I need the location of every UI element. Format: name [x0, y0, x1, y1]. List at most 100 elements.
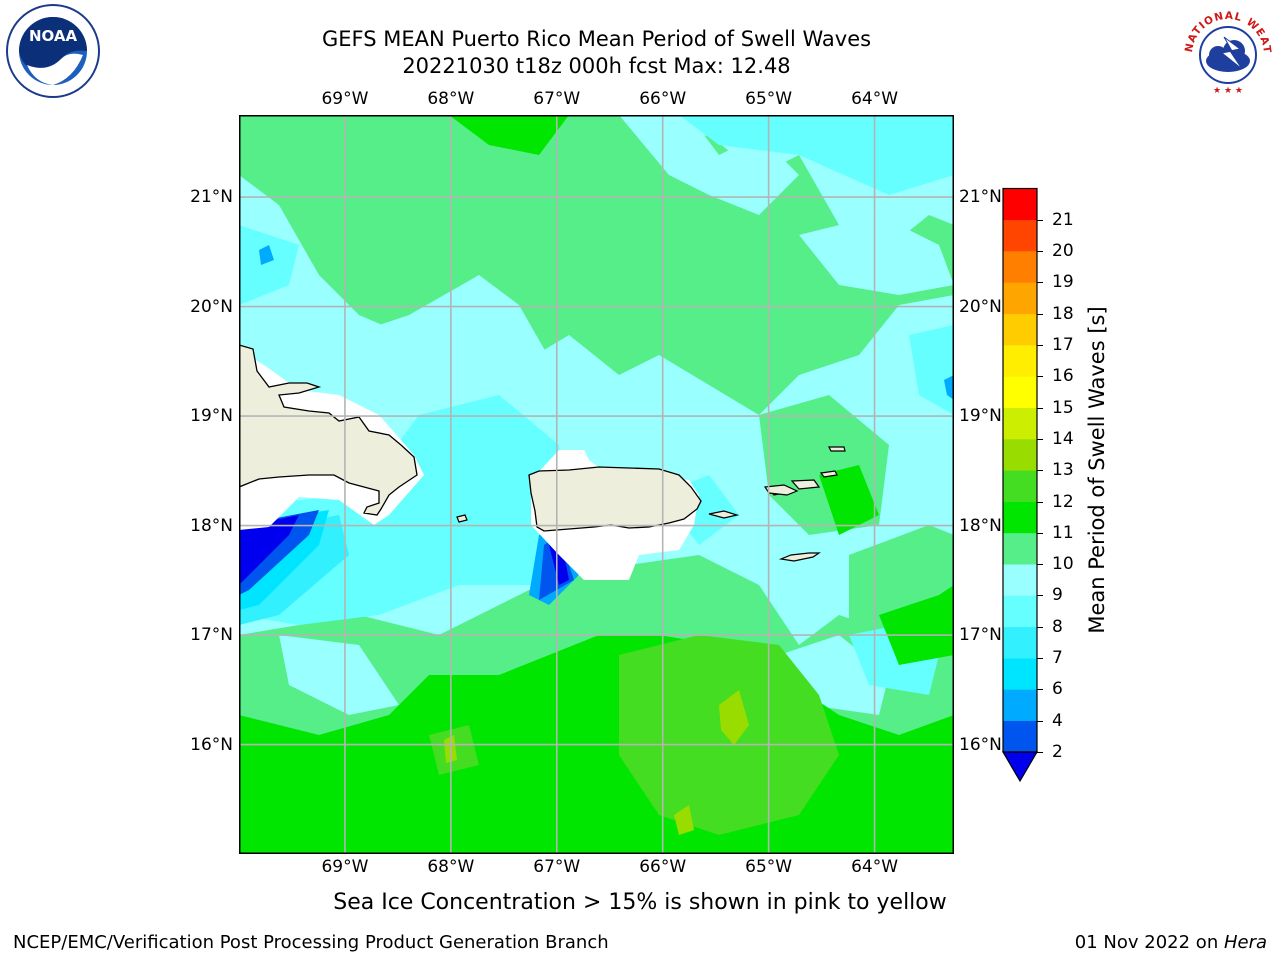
lat-label: 18°N: [190, 515, 233, 536]
swell-period-map: [239, 115, 954, 854]
lon-label: 64°W: [851, 89, 899, 109]
colorbar-tick-mark: [1037, 658, 1043, 660]
lon-label: 65°W: [745, 857, 793, 877]
svg-text:★ ★ ★: ★ ★ ★: [1213, 86, 1243, 96]
colorbar-segment: [1003, 501, 1037, 534]
lon-label: 67°W: [533, 857, 581, 877]
colorbar-tick-label: 15: [1052, 397, 1074, 418]
colorbar-tick-label: 10: [1052, 554, 1074, 575]
chart-title: GEFS MEAN Puerto Rico Mean Period of Swe…: [321, 27, 872, 51]
lat-label: 19°N: [190, 406, 233, 427]
anguilla-land: [819, 470, 838, 478]
map-frame: [239, 115, 954, 854]
colorbar-tick-label: 6: [1052, 679, 1063, 700]
field-band-12-13: [719, 690, 749, 745]
colorbar-tick-label: 16: [1052, 366, 1074, 387]
footer-date: 01 Nov 2022 on Hera: [1075, 932, 1267, 953]
field-band-7-8: [679, 115, 954, 195]
lon-label: 69°W: [321, 89, 369, 109]
lon-label: 65°W: [745, 89, 793, 109]
colorbar-tick-mark: [1037, 501, 1043, 503]
colorbar-segment: [1003, 282, 1037, 315]
nws-logo: NATIONAL WEATHER SERVICE ★ ★ ★: [1173, 0, 1278, 99]
colorbar-tick-label: 14: [1052, 428, 1074, 449]
colorbar-segment: [1003, 720, 1037, 753]
colorbar-tick-mark: [1037, 407, 1043, 409]
lon-label: 67°W: [533, 89, 581, 109]
colorbar-tick-label: 2: [1052, 742, 1063, 762]
colorbar-segment: [1003, 595, 1037, 628]
lat-label: 18°N: [959, 515, 1002, 536]
colorbar-tick-label: 9: [1052, 585, 1063, 606]
lat-label: 19°N: [959, 406, 1002, 427]
colorbar-segment: [1003, 470, 1037, 502]
footer-machine: Hera: [1223, 932, 1267, 953]
lon-label: 68°W: [427, 89, 475, 109]
lon-label: 66°W: [639, 89, 687, 109]
colorbar-tick-label: 17: [1052, 335, 1074, 356]
lat-label: 20°N: [959, 296, 1002, 317]
colorbar-tick-mark: [1037, 470, 1043, 472]
colorbar-tick-mark: [1037, 564, 1043, 566]
colorbar-tick-label: 4: [1052, 710, 1063, 731]
st-croix-land: [778, 552, 821, 562]
lat-label: 21°N: [959, 187, 1002, 208]
colorbar-segment: [1003, 407, 1037, 440]
field-band-4-6: [944, 375, 954, 400]
lon-label: 68°W: [427, 857, 475, 877]
colorbar-under-arrow: [1001, 751, 1039, 783]
sea-ice-caption: Sea Ice Concentration > 15% is shown in …: [333, 890, 947, 915]
colorbar-segment: [1003, 658, 1037, 690]
colorbar-tick-mark: [1037, 438, 1043, 440]
field-band-under-2: [549, 539, 569, 585]
colorbar-segment: [1003, 626, 1037, 659]
lon-label: 64°W: [851, 857, 899, 877]
colorbar-tick-mark: [1037, 626, 1043, 628]
colorbar-tick-mark: [1037, 689, 1043, 691]
footer-date-text: 01 Nov 2022 on: [1074, 932, 1224, 953]
colorbar-segment: [1003, 188, 1037, 221]
colorbar-tick-mark: [1037, 752, 1043, 753]
field-band-10-11: [819, 465, 879, 535]
virgin-islands-land: [790, 479, 821, 490]
colorbar-segment: [1003, 313, 1037, 346]
colorbar-tick-mark: [1037, 720, 1043, 722]
colorbar-tick-mark: [1037, 251, 1043, 253]
colorbar-segment: [1003, 532, 1037, 565]
colorbar-segment: [1003, 345, 1037, 377]
lon-label: 66°W: [639, 857, 687, 877]
field-band-10-11: [449, 115, 569, 155]
colorbar-tick-mark: [1037, 376, 1043, 378]
colorbar-tick-label: 18: [1052, 303, 1074, 324]
mona-island-land: [456, 514, 468, 523]
colorbar-segment: [1003, 438, 1037, 471]
field-band-12-13: [674, 805, 694, 835]
noaa-wordmark: NOAA: [29, 27, 78, 45]
field-band-9-10: [529, 235, 649, 335]
colorbar-tick-mark: [1037, 345, 1043, 347]
colorbar-tick-label: 11: [1052, 522, 1074, 543]
colorbar-segment: [1003, 376, 1037, 408]
colorbar-tick-label: 12: [1052, 491, 1074, 512]
field-band-10-11: [879, 585, 954, 665]
lat-label: 16°N: [959, 734, 1002, 755]
lat-label: 17°N: [959, 625, 1002, 646]
colorbar-tick-label: 20: [1052, 241, 1074, 262]
lon-label: 69°W: [321, 857, 369, 877]
field-band-7-8: [909, 325, 954, 415]
colorbar-tick-mark: [1037, 313, 1043, 315]
field-band-under-2: [239, 515, 299, 585]
lat-label: 16°N: [190, 734, 233, 755]
lat-label: 17°N: [190, 625, 233, 646]
vieques-land: [708, 510, 740, 519]
colorbar-segment: [1003, 689, 1037, 721]
lat-label: 20°N: [190, 296, 233, 317]
lat-label: 21°N: [190, 187, 233, 208]
colorbar-tick-mark: [1037, 595, 1043, 597]
colorbar-tick-mark: [1037, 532, 1043, 534]
colorbar-segment: [1003, 564, 1037, 596]
field-band-8-9: [799, 215, 954, 295]
virgin-islands-land: [828, 446, 846, 452]
colorbar-tick-label: 19: [1052, 272, 1074, 293]
noaa-logo: NOAA: [3, 3, 103, 99]
